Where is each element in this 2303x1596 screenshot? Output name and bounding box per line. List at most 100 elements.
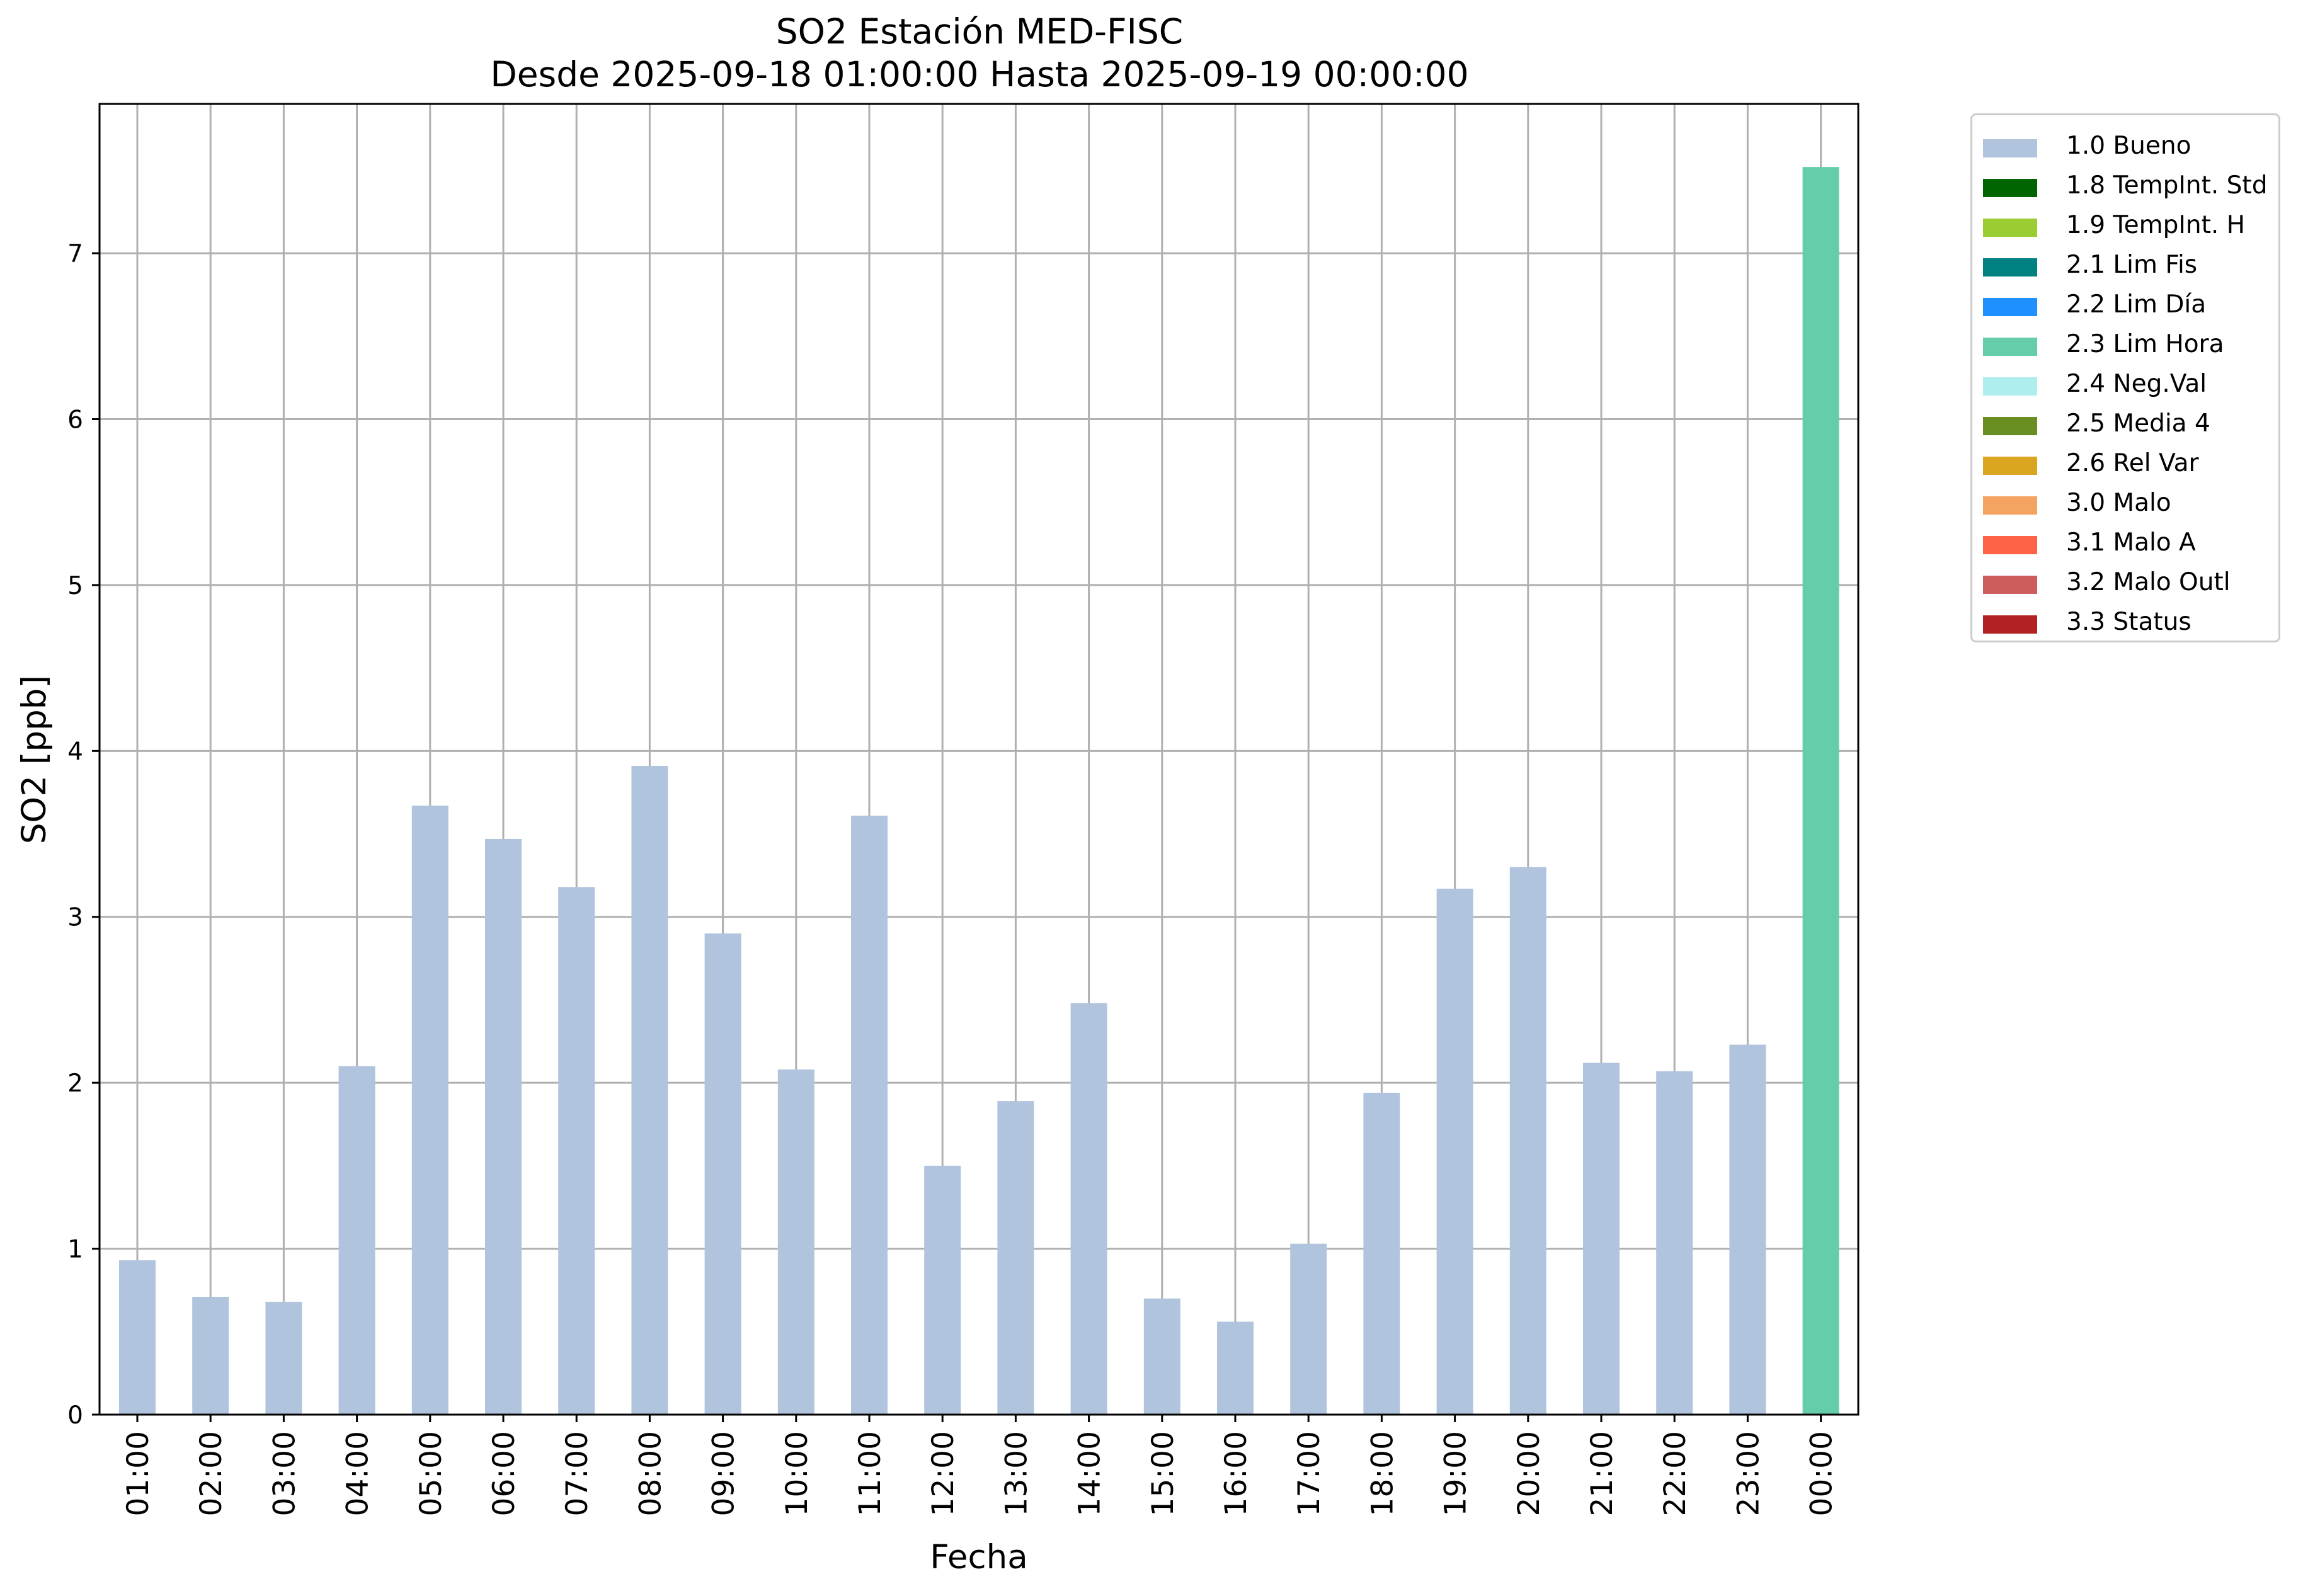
bar-02:00 [192,1296,229,1415]
x-tick-label: 13:00 [999,1431,1034,1516]
legend-entry: 1.9 TempInt. H [1983,208,2279,246]
bar-12:00 [924,1165,961,1415]
legend-entry: 1.8 TempInt. Std [1983,169,2279,207]
chart-subtitle: Desde 2025-09-18 01:00:00 Hasta 2025-09-… [490,54,1469,94]
x-tick-label: 01:00 [121,1431,156,1516]
bar-14:00 [1070,1003,1107,1415]
legend-entry: 3.1 Malo A [1983,526,2279,564]
bar-09:00 [704,933,741,1415]
bar-15:00 [1143,1298,1180,1415]
legend-swatch [1983,179,2037,197]
legend-label: 3.2 Malo Outl [2066,568,2231,596]
legend-swatch [1983,576,2037,594]
x-axis-label: Fecha [930,1538,1027,1576]
legend-entry: 3.3 Status [1983,605,2279,643]
legend-entry: 2.2 Lim Día [1983,288,2279,326]
bar-19:00 [1436,888,1473,1415]
x-tick-label: 06:00 [487,1431,522,1516]
y-tick-label: 6 [67,406,83,434]
legend-label: 1.0 Bueno [2066,132,2192,160]
bar-07:00 [558,887,595,1415]
bar-05:00 [411,806,449,1415]
x-tick-label: 09:00 [707,1431,741,1516]
y-axis: 0 1 2 3 4 5 6 7 [67,240,100,1430]
x-tick-label: 23:00 [1731,1431,1766,1516]
legend-swatch [1983,496,2037,515]
bar-16:00 [1217,1321,1254,1415]
legend-entry: 2.3 Lim Hora [1983,328,2279,365]
legend-label: 3.0 Malo [2066,489,2171,517]
legend-label: 1.9 TempInt. H [2066,211,2245,239]
bar-17:00 [1290,1243,1327,1415]
legend-entry: 2.6 Rel Var [1983,447,2279,484]
y-tick-label: 4 [67,738,83,766]
legend-label: 2.3 Lim Hora [2066,330,2224,358]
legend-label: 2.6 Rel Var [2066,449,2199,477]
y-tick-label: 0 [67,1401,83,1430]
legend-label: 3.3 Status [2066,608,2192,636]
bar-21:00 [1583,1063,1620,1415]
bar-06:00 [485,838,522,1415]
legend-entry: 2.5 Media 4 [1983,407,2279,445]
legend-swatch [1983,338,2037,356]
x-tick-label: 12:00 [926,1431,961,1516]
legend-swatch [1983,219,2037,237]
legend-swatch [1983,417,2037,435]
bar-03:00 [265,1301,302,1415]
legend-entry: 3.0 Malo [1983,486,2279,524]
bar-18:00 [1363,1092,1400,1415]
bar-10:00 [777,1069,814,1415]
legend-swatch [1983,139,2037,157]
legend-label: 2.4 Neg.Val [2066,370,2207,398]
x-tick-label: 10:00 [780,1431,814,1516]
y-tick-label: 7 [67,240,83,268]
x-tick-label: 17:00 [1292,1431,1327,1516]
bar-20:00 [1509,867,1546,1415]
legend-label: 1.8 TempInt. Std [2066,171,2268,200]
x-tick-label: 08:00 [633,1431,668,1516]
legend: 1.0 Bueno 1.8 TempInt. Std 1.9 TempInt. H 2… [1970,113,2280,642]
legend-label: 3.1 Malo A [2066,528,2196,557]
legend-entry: 3.2 Malo Outl [1983,566,2279,603]
legend-label: 2.1 Lim Fis [2066,251,2198,279]
legend-entry: 2.1 Lim Fis [1983,248,2279,286]
y-tick-label: 2 [67,1069,83,1098]
x-tick-label: 05:00 [414,1431,449,1516]
x-tick-label: 02:00 [194,1431,229,1516]
x-tick-label: 04:00 [341,1431,375,1516]
x-tick-label: 00:00 [1805,1431,1839,1516]
x-tick-label: 19:00 [1439,1431,1473,1516]
bar-01:00 [119,1260,156,1415]
bars [119,167,1839,1415]
plot-frame [98,103,1860,1416]
x-tick-label: 11:00 [853,1431,888,1516]
x-tick-label: 14:00 [1073,1431,1107,1516]
legend-swatch [1983,615,2037,634]
x-axis: 01:00 02:00 03:00 04:00 05:00 06:00 07:00 08:00… [121,1415,1839,1516]
x-tick-label: 21:00 [1585,1431,1620,1516]
legend-label: 2.2 Lim Día [2066,290,2207,319]
bar-08:00 [631,766,668,1415]
x-tick-label: 16:00 [1219,1431,1254,1516]
x-tick-label: 15:00 [1146,1431,1180,1516]
y-tick-label: 3 [67,904,83,932]
x-tick-label: 18:00 [1365,1431,1400,1516]
y-tick-label: 1 [67,1236,83,1264]
legend-swatch [1983,258,2037,276]
legend-swatch [1983,377,2037,396]
x-tick-label: 20:00 [1512,1431,1546,1516]
legend-entry: 2.4 Neg.Val [1983,367,2279,405]
y-axis-label: SO2 [ppb] [15,675,54,844]
bar-13:00 [997,1101,1034,1415]
legend-swatch [1983,536,2037,554]
legend-entry: 1.0 Bueno [1983,129,2279,167]
bar-00:00 [1802,167,1839,1415]
chart-title: SO2 Estación MED-FISC [775,11,1184,52]
legend-swatch [1983,457,2037,475]
legend-label: 2.5 Media 4 [2066,409,2210,438]
x-tick-label: 07:00 [560,1431,595,1516]
bar-22:00 [1656,1071,1693,1415]
y-tick-label: 5 [67,572,83,600]
x-tick-label: 22:00 [1658,1431,1693,1516]
